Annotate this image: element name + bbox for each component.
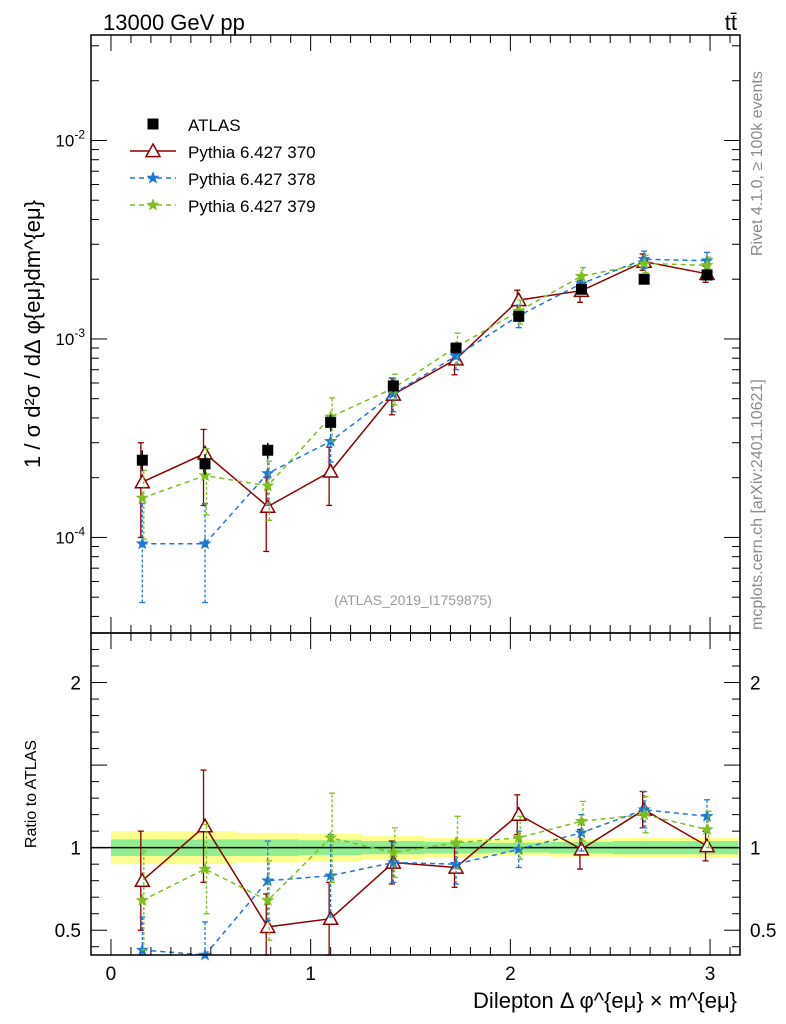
ratio-series-marker xyxy=(449,835,463,849)
ratio-series-marker xyxy=(700,809,714,822)
ratio-series-marker xyxy=(637,807,651,821)
data-point xyxy=(262,444,274,456)
ratio-series-marker xyxy=(259,918,277,934)
main-y-axis-title: 1 / σ d²σ / dΔ φ{eμ}dm^{eμ} xyxy=(20,200,45,468)
data-point xyxy=(638,273,650,285)
ratio-series-marker xyxy=(324,868,338,882)
ratio-y-tick-label-right: 1 xyxy=(750,839,761,860)
ratio-series-line xyxy=(141,808,708,928)
series-2 xyxy=(135,250,714,604)
ratio-series-marker xyxy=(196,817,214,833)
legend-marker xyxy=(146,171,160,184)
ratio-series-marker xyxy=(574,814,588,827)
main-y-tick-label: 10-4 xyxy=(55,524,85,547)
series-marker xyxy=(637,256,651,270)
ratio-series-3 xyxy=(135,792,714,951)
ratio-series-marker xyxy=(322,910,339,926)
ratio-panel: 0.5 0.5 1 1 2 2 xyxy=(55,632,776,961)
series-marker xyxy=(322,462,339,478)
series-marker xyxy=(198,536,212,550)
ratio-series-marker xyxy=(261,893,275,907)
legend-label-atlas: ATLAS xyxy=(188,116,241,135)
series-marker xyxy=(261,466,275,480)
ratio-series-marker xyxy=(512,842,526,855)
ratio-series-marker xyxy=(574,825,588,839)
ratio-series-marker xyxy=(134,872,151,888)
series-marker xyxy=(198,468,212,482)
ratio-series-line xyxy=(141,813,708,902)
ratio-series-marker xyxy=(698,837,716,853)
main-plot-area xyxy=(134,250,716,604)
ratio-series-marker xyxy=(449,857,463,870)
mcplots-label: mcplots.cern.ch [arXiv:2401.10621] xyxy=(749,379,766,630)
x-tick-label: 1 xyxy=(305,964,316,985)
series-line xyxy=(142,258,708,545)
series-marker xyxy=(386,386,400,400)
main-y-tick-label: 10-2 xyxy=(55,127,85,150)
energy-label: 13000 GeV pp xyxy=(103,10,245,35)
analysis-id: (ATLAS_2019_I1759875) xyxy=(334,592,492,608)
legend-marker-atlas xyxy=(147,118,159,130)
data-point xyxy=(575,283,587,295)
x-axis: 0 1 2 3 xyxy=(106,35,731,985)
ratio-y-axis-title: Ratio to ATLAS xyxy=(23,740,40,848)
main-panel: 10-4 10-3 10-2 xyxy=(55,34,741,634)
ratio-series-marker xyxy=(700,822,714,836)
series-marker xyxy=(449,349,463,362)
main-y-axis: 10-4 10-3 10-2 xyxy=(55,45,740,617)
ratio-series-marker xyxy=(386,845,400,859)
series-line xyxy=(141,260,708,508)
ratio-series-marker xyxy=(324,830,338,844)
series-1 xyxy=(134,253,716,553)
x-tick-label: 2 xyxy=(505,964,516,985)
ratio-y-tick-label-left: 2 xyxy=(70,674,81,695)
ratio-series-marker xyxy=(510,806,528,821)
ratio-series-marker xyxy=(198,862,212,875)
ratio-series-marker xyxy=(135,893,149,907)
series-marker xyxy=(135,491,149,504)
data-point xyxy=(325,416,337,428)
series-marker xyxy=(134,473,151,489)
ratio-y-tick-label-right: 2 xyxy=(750,674,761,695)
legend-label: Pythia 6.427 379 xyxy=(188,197,316,216)
series-marker xyxy=(700,258,714,271)
process-label: tt̄ xyxy=(725,10,737,35)
legend-marker xyxy=(146,198,160,211)
series-line xyxy=(142,262,708,499)
legend: ATLAS Pythia 6.427 370 Pythia 6.427 378 Pyt… xyxy=(130,116,316,216)
ratio-frame xyxy=(90,632,741,956)
ratio-series-marker xyxy=(512,830,526,844)
atlas-data xyxy=(136,269,713,475)
ratio-series-line xyxy=(142,808,708,956)
data-point xyxy=(513,310,525,322)
main-y-tick-label: 10-3 xyxy=(55,326,85,349)
data-point xyxy=(136,454,148,466)
legend-marker xyxy=(144,142,162,158)
legend-label: Pythia 6.427 378 xyxy=(188,170,316,189)
ratio-y-tick-label-left: 1 xyxy=(70,839,81,860)
series-3 xyxy=(135,254,714,540)
series-marker xyxy=(135,536,149,550)
ratio-y-tick-label-right: 0.5 xyxy=(750,921,776,942)
data-point xyxy=(450,342,462,354)
ratio-series-marker xyxy=(261,873,275,887)
data-point xyxy=(387,380,399,392)
x-axis-title: Dilepton Δ φ^{eμ} × m^{eμ} xyxy=(473,988,737,1013)
ratio-y-axis: 0.5 0.5 1 1 2 2 xyxy=(55,649,776,948)
series-marker xyxy=(261,478,275,492)
ratio-plot-area xyxy=(91,769,740,961)
ratio-series-2 xyxy=(135,790,714,961)
data-point xyxy=(199,458,211,470)
data-point xyxy=(701,269,713,281)
legend-label: Pythia 6.427 370 xyxy=(188,143,316,162)
series-marker xyxy=(574,269,588,282)
ratio-y-tick-label-left: 0.5 xyxy=(55,921,81,942)
x-tick-label: 0 xyxy=(106,964,117,985)
ratio-series-marker xyxy=(386,855,400,869)
x-tick-label: 3 xyxy=(705,964,716,985)
rivet-version-label: Rivet 4.1.0, ≥ 100k events xyxy=(749,71,766,256)
